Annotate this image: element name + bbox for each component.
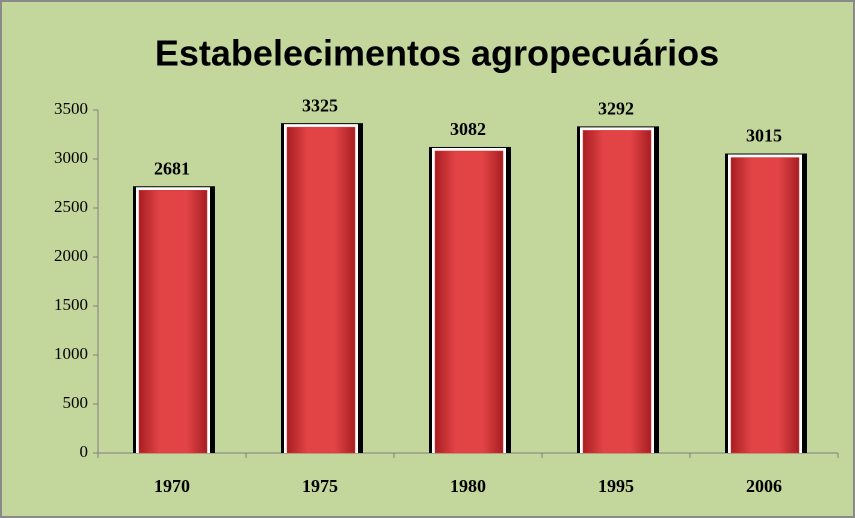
bar — [138, 190, 208, 454]
x-tick-label: 1980 — [450, 476, 486, 496]
y-tick-label: 1000 — [54, 344, 88, 363]
x-tick-label: 1995 — [598, 476, 634, 496]
y-tick-label: 2000 — [54, 246, 88, 265]
bar — [286, 126, 356, 454]
y-tick-label: 500 — [63, 393, 89, 412]
value-label: 3015 — [746, 126, 782, 146]
x-tick-label: 1970 — [154, 476, 190, 496]
y-tick-label: 3500 — [54, 99, 88, 118]
bar — [582, 130, 652, 454]
value-label: 2681 — [154, 158, 190, 178]
y-tick-label: 0 — [80, 442, 89, 461]
bar — [434, 150, 504, 454]
value-label: 3292 — [598, 99, 634, 119]
bar — [730, 157, 800, 454]
y-tick-label: 3000 — [54, 148, 88, 167]
value-label: 3325 — [302, 95, 338, 115]
x-tick-label: 1975 — [302, 476, 338, 496]
y-tick-label: 1500 — [54, 295, 88, 314]
x-tick-label: 2006 — [746, 476, 782, 496]
chart-title: Estabelecimentos agropecuários — [155, 33, 719, 74]
y-tick-label: 2500 — [54, 197, 88, 216]
value-label: 3082 — [450, 119, 486, 139]
